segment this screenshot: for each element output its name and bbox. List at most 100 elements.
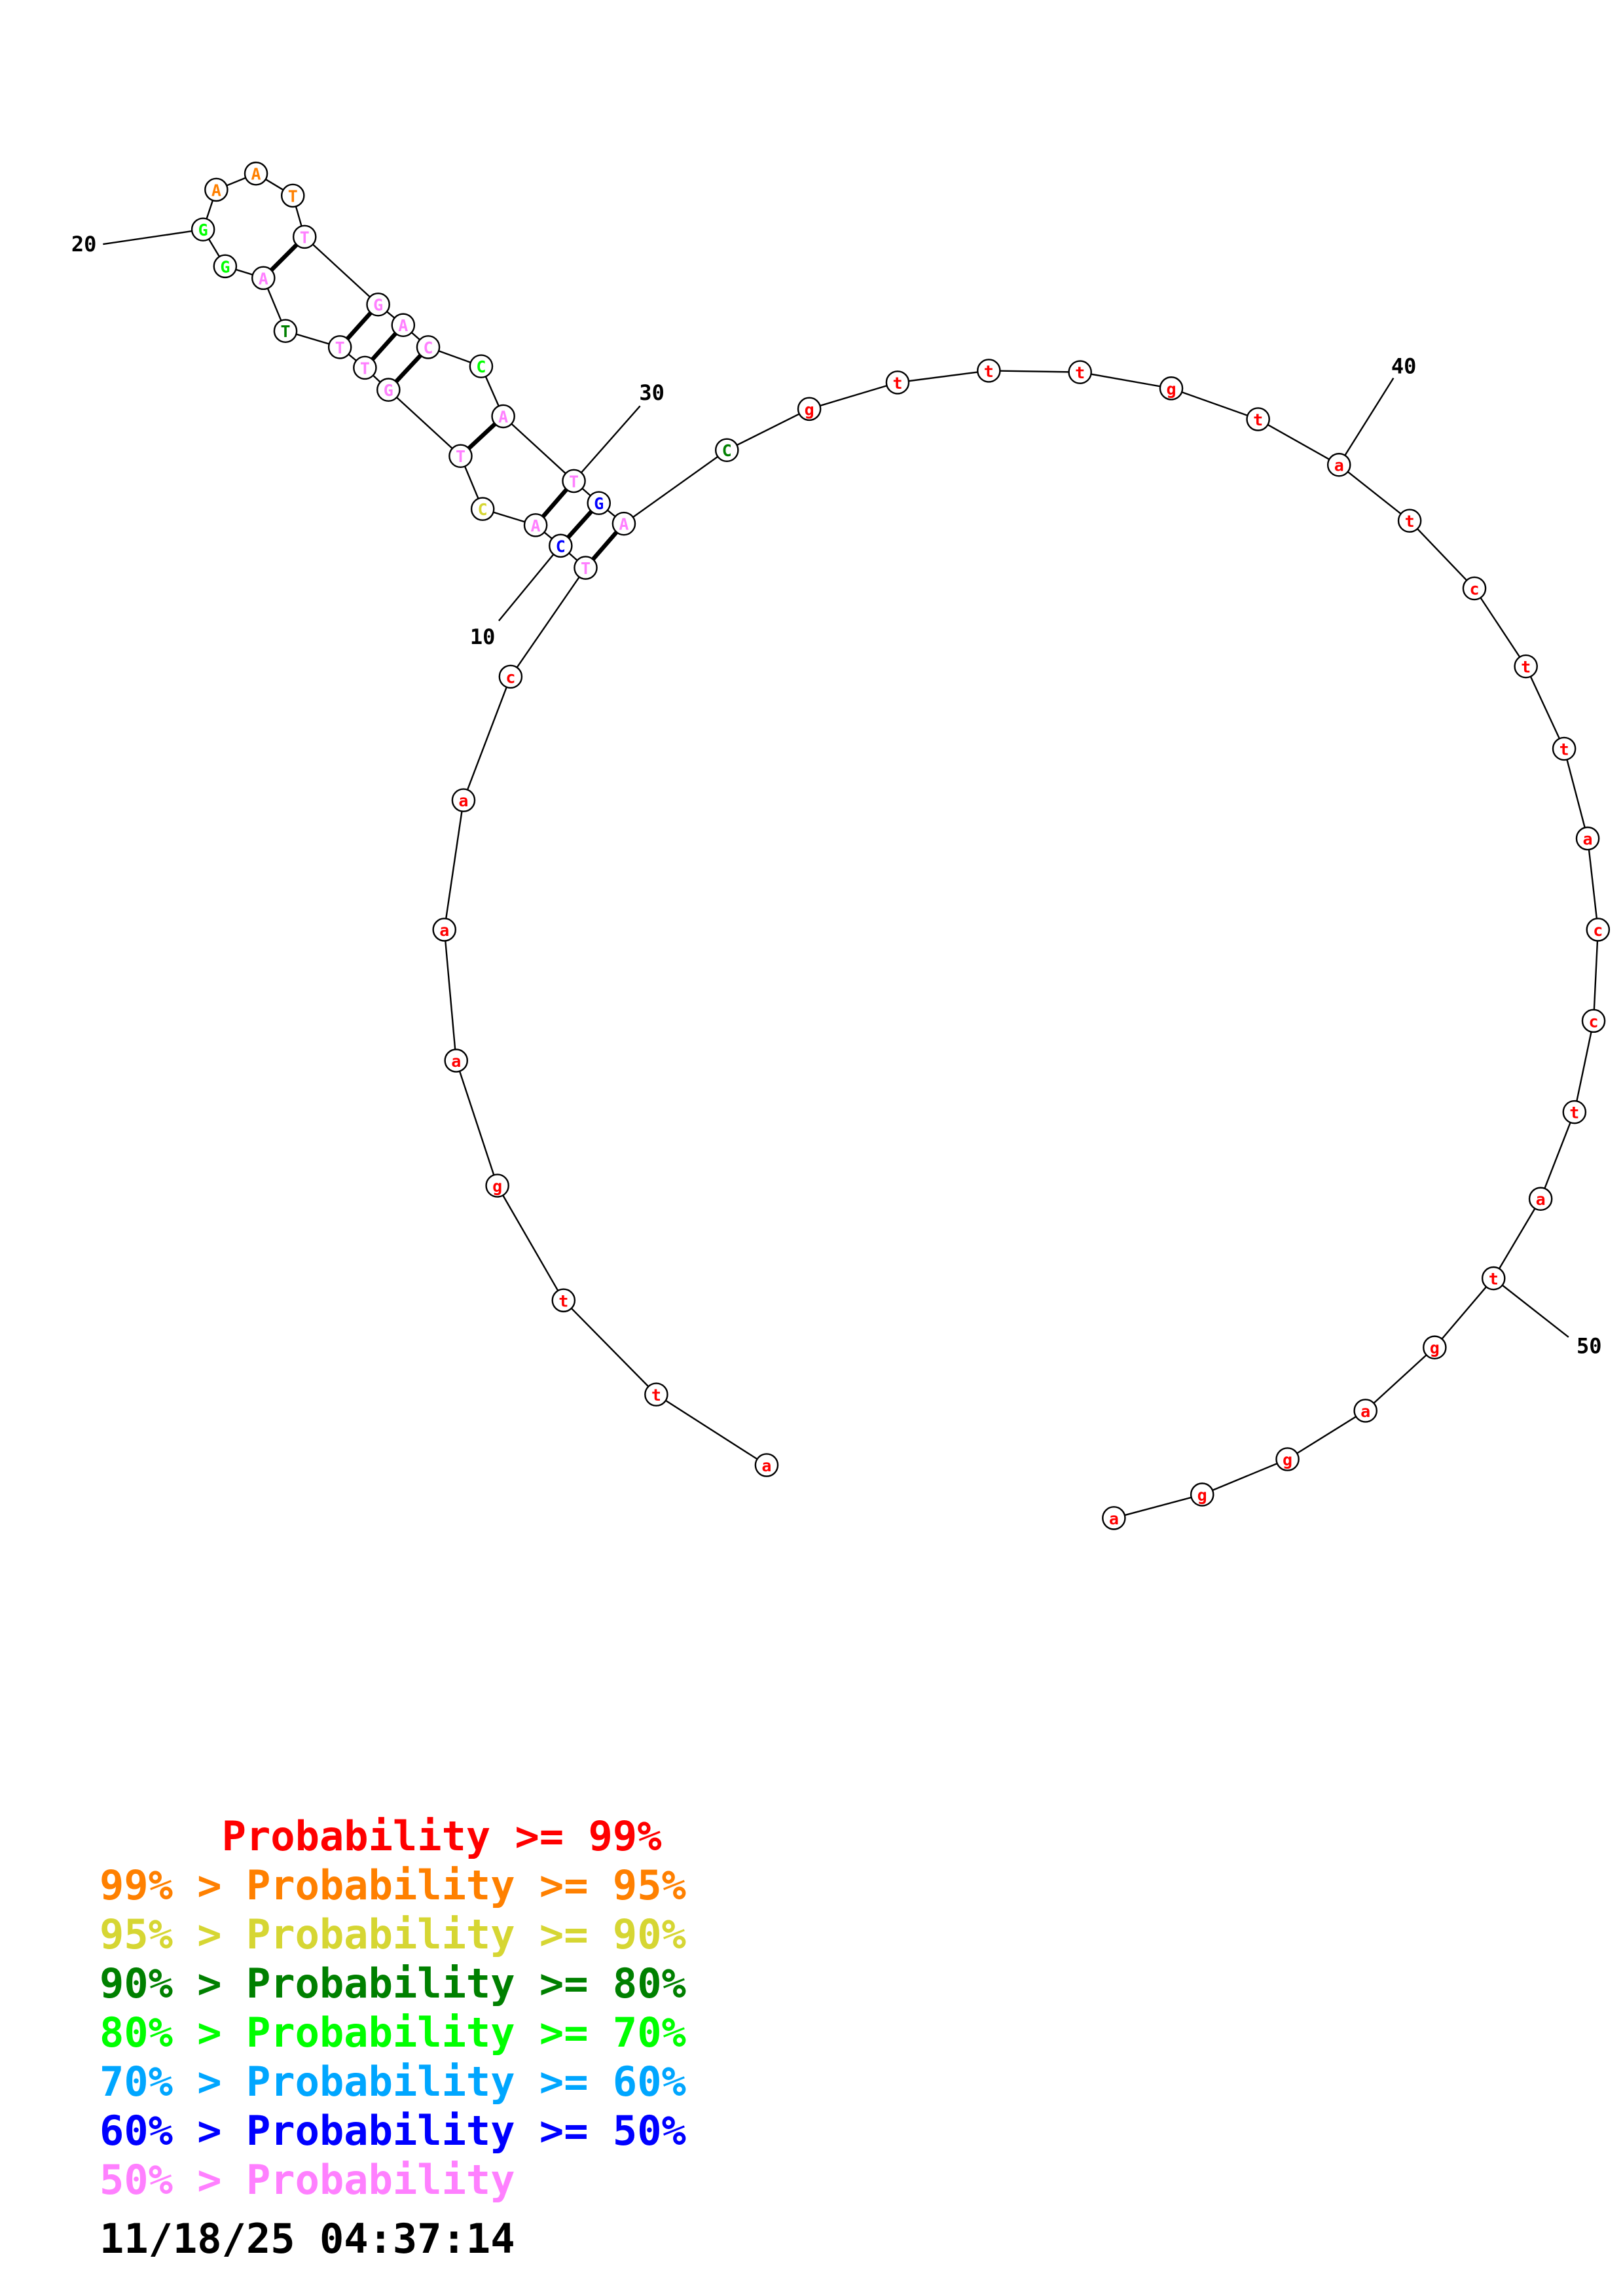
- nucleotide-node: [1481, 1266, 1506, 1291]
- backbone-link: [443, 800, 465, 930]
- legend-entry-p99: Probability >= 99%: [100, 1812, 662, 1860]
- position-label: 40: [1391, 354, 1417, 379]
- nucleotide-letter: G: [594, 494, 604, 513]
- nucleotide-letter: a: [1334, 456, 1344, 475]
- position-tick: [1493, 1278, 1569, 1338]
- backbone-link: [1171, 387, 1259, 420]
- nucleotide-letter: T: [300, 228, 310, 247]
- nucleotide-letter: c: [1469, 580, 1479, 599]
- nucleotide-letter: t: [1253, 410, 1263, 429]
- nucleotide-letter: t: [892, 374, 902, 393]
- nucleotide-letter: g: [805, 400, 814, 419]
- nucleotide-letter: g: [1197, 1486, 1207, 1505]
- nucleotide-node: [611, 511, 636, 536]
- nucleotide-node: [448, 444, 473, 469]
- backbone-link: [1493, 1198, 1542, 1279]
- nucleotide-letter: G: [220, 257, 230, 276]
- nucleotide-letter: G: [198, 221, 208, 240]
- nucleotide-node: [1068, 360, 1092, 384]
- nucleotide-node: [1586, 918, 1611, 942]
- nucleotide-node: [353, 355, 377, 380]
- nucleotide-node: [551, 1288, 576, 1313]
- backbone-link: [1573, 1020, 1595, 1113]
- backbone-link: [388, 389, 462, 457]
- nucleotide-letter: A: [259, 269, 268, 288]
- nucleotide-node: [273, 319, 298, 343]
- nucleotide-letter: t: [1405, 512, 1415, 531]
- nucleotide-node: [644, 1382, 668, 1407]
- nucleotide-letter: C: [556, 537, 566, 556]
- timestamp: 11/18/25 04:37:14: [100, 2215, 515, 2263]
- nucleotide-letter: t: [1075, 363, 1085, 382]
- backbone-link: [1586, 838, 1599, 930]
- nucleotide-letter: t: [1559, 740, 1569, 759]
- nucleotide-letter: g: [492, 1177, 502, 1196]
- nucleotide-letter: A: [251, 165, 261, 184]
- position-label: 10: [470, 624, 496, 649]
- backbone-link: [1563, 748, 1589, 839]
- nucleotide-letter: t: [651, 1386, 661, 1405]
- nucleotide-node: [432, 918, 457, 942]
- nucleotide-letter: a: [439, 921, 449, 940]
- nucleotide-letter: g: [1283, 1450, 1292, 1469]
- legend-entry-plow: 50% > Probability: [100, 2156, 515, 2204]
- position-label: 50: [1577, 1333, 1602, 1358]
- legend-entry-p90: 95% > Probability >= 90%: [100, 1910, 686, 1958]
- nucleotide-letter: T: [280, 322, 290, 341]
- legend-entry-p50: 60% > Probability >= 50%: [100, 2107, 686, 2155]
- backbone-link: [1364, 1346, 1436, 1412]
- legend-entry-p60: 70% > Probability >= 60%: [100, 2058, 686, 2106]
- nucleotide-letter: a: [761, 1456, 771, 1475]
- backbone-link: [509, 567, 587, 677]
- position-label: 30: [639, 380, 665, 405]
- nucleotide-node: [1326, 452, 1351, 477]
- nucleotide-letter: A: [531, 516, 541, 535]
- nucleotide-node: [251, 266, 276, 291]
- nucleotide-node: [485, 1174, 509, 1198]
- nucleotide-node: [523, 513, 548, 537]
- nucleotide-node: [470, 497, 495, 521]
- backbone-link: [623, 449, 727, 525]
- nucleotide-letter: t: [1569, 1103, 1579, 1122]
- nucleotide-node: [244, 161, 268, 186]
- backbone-link: [1080, 371, 1172, 389]
- backbone-link: [1540, 1111, 1575, 1200]
- backbone-link: [1201, 1458, 1288, 1496]
- nucleotide-node: [797, 397, 822, 422]
- backbone-link: [455, 1060, 498, 1186]
- backbone-link: [304, 236, 379, 306]
- nucleotide-letter: T: [360, 359, 370, 378]
- nucleotide-letter: a: [1360, 1402, 1370, 1421]
- nucleotide-node: [714, 438, 739, 463]
- nucleotide-node: [366, 292, 390, 317]
- backbone-link: [726, 408, 810, 451]
- backbone-link: [1525, 666, 1565, 749]
- backbone-link: [496, 1185, 564, 1301]
- backbone-link: [897, 370, 989, 384]
- backbone-link: [1434, 1278, 1495, 1348]
- backbone-link: [1258, 418, 1340, 466]
- nucleotide-node: [451, 788, 476, 812]
- nucleotide-letter: a: [458, 791, 468, 810]
- nucleotide-letter: c: [505, 668, 515, 687]
- nucleotide-letter: T: [456, 447, 465, 466]
- nucleotide-node: [1353, 1399, 1377, 1423]
- nucleotide-letter: g: [1166, 380, 1176, 399]
- nucleotide-letter: a: [1583, 830, 1593, 849]
- nucleotide-letter: a: [1109, 1509, 1119, 1528]
- nucleotide-letter: g: [1430, 1338, 1440, 1357]
- nucleotide-letter: c: [1589, 1012, 1599, 1031]
- nucleotide-letter: T: [569, 472, 579, 491]
- legend-entry-p95: 99% > Probability >= 95%: [100, 1861, 686, 1909]
- nucleotide-node: [1190, 1482, 1214, 1507]
- nucleotide-letter: A: [211, 181, 221, 200]
- nucleotide-node: [1102, 1506, 1126, 1530]
- nucleotide-node: [280, 183, 305, 208]
- nucleotide-node: [1275, 1447, 1300, 1471]
- nucleotide-node: [1462, 576, 1487, 601]
- nucleotide-node: [491, 404, 515, 429]
- nucleotide-node: [204, 177, 228, 202]
- nucleotide-node: [327, 335, 352, 359]
- nucleotide-letter: a: [451, 1052, 461, 1071]
